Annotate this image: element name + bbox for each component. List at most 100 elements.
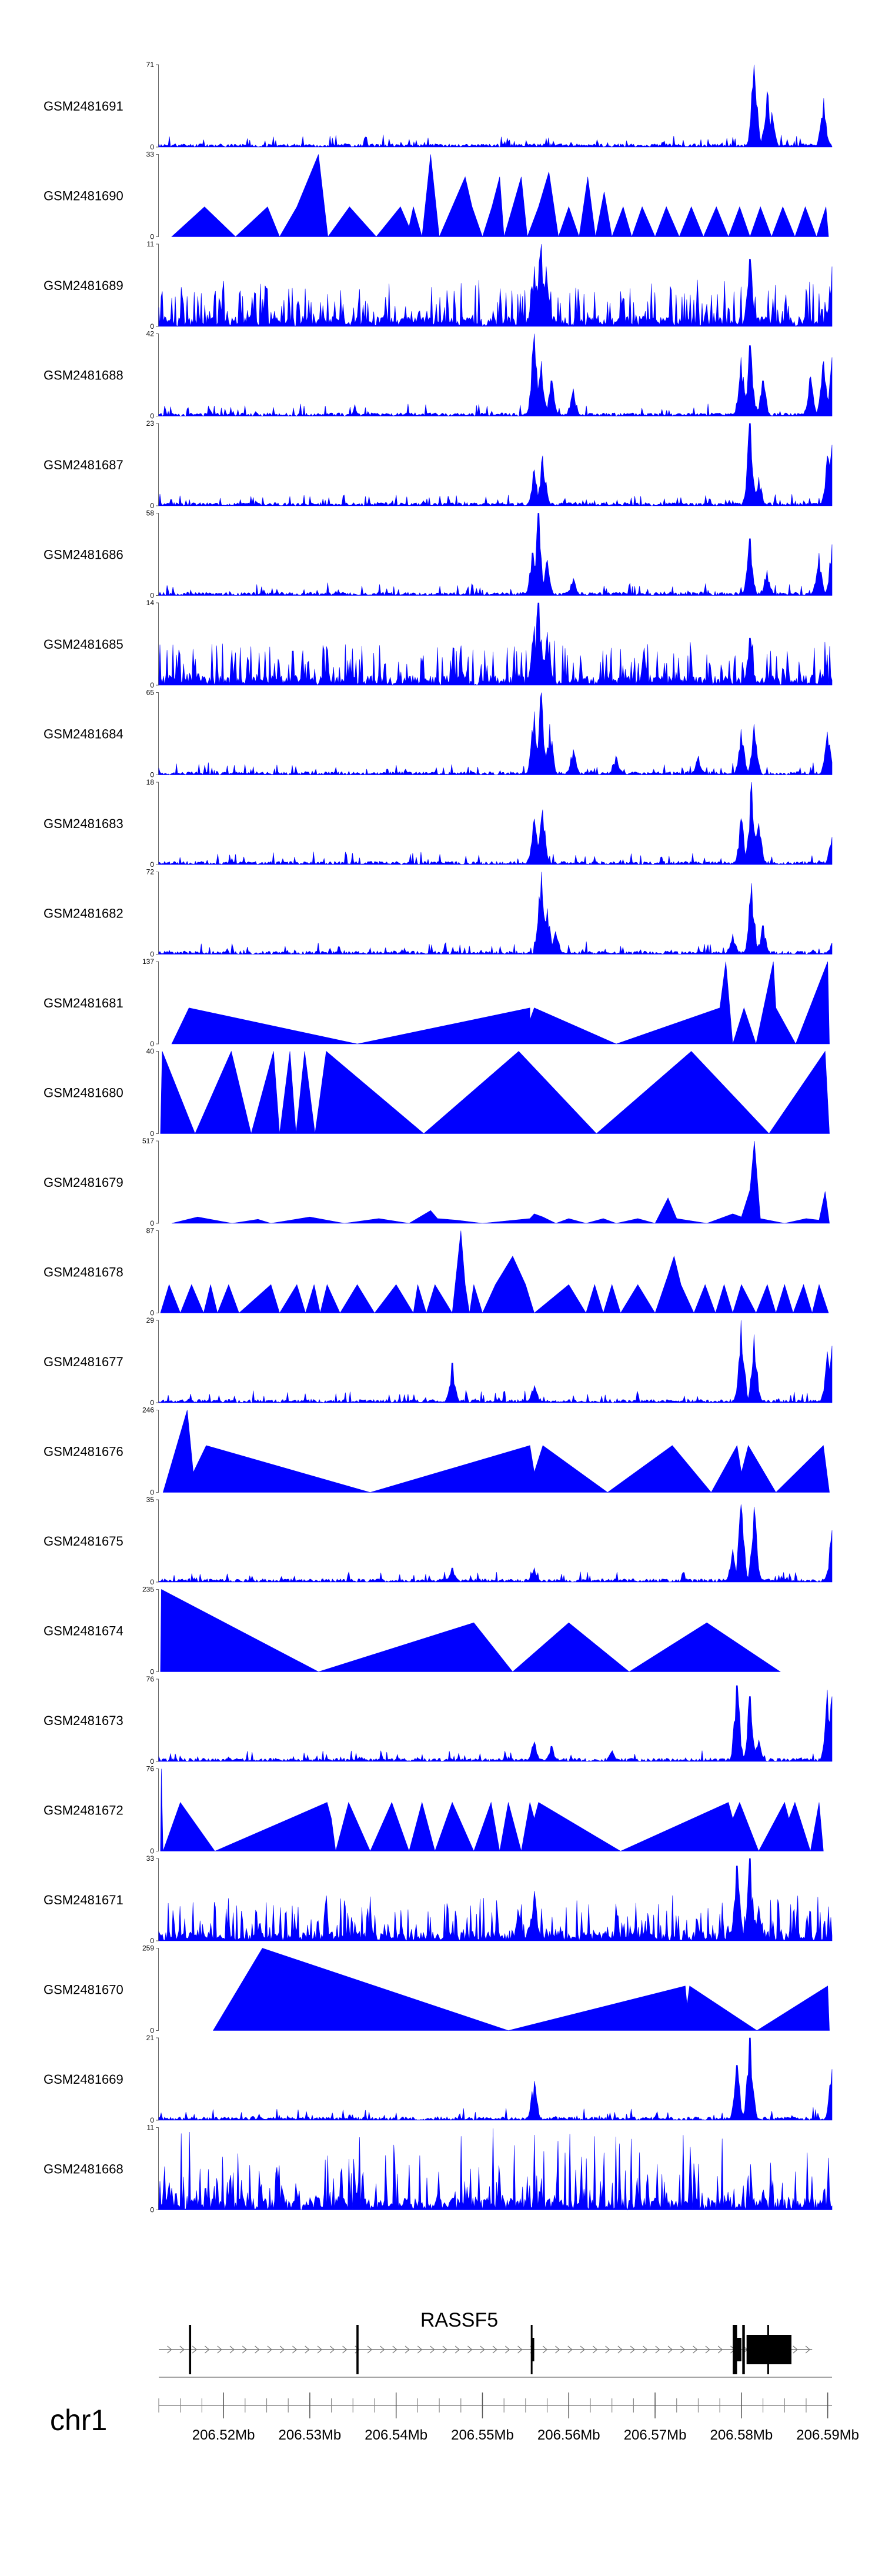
strand-arrow-icon (793, 2345, 798, 2354)
track-GSM2481680: GSM2481680 40 0 (44, 1047, 830, 1138)
track-GSM2481683: GSM2481683 18 0 (44, 778, 833, 869)
strand-arrow-icon (805, 2345, 811, 2354)
coverage-area (160, 1230, 829, 1314)
track-GSM2481675: GSM2481675 35 0 (44, 1496, 833, 1586)
y-tick-label-min: 0 (150, 860, 154, 869)
track-label: GSM2481683 (44, 816, 123, 831)
coverage-area (212, 1948, 830, 2031)
coverage-tracks: GSM2481691710GSM2481690330GSM2481689110G… (44, 61, 833, 2214)
strand-arrow-icon (580, 2345, 585, 2354)
y-tick-label-min: 0 (150, 1578, 154, 1586)
track-label: GSM2481679 (44, 1175, 123, 1190)
axis-tick-label: 206.54Mb (365, 2427, 427, 2443)
track-GSM2481673: GSM2481673 76 0 (44, 1675, 833, 1766)
track-label: GSM2481687 (44, 458, 123, 472)
axis-tick-label: 206.58Mb (710, 2427, 773, 2443)
y-tick-label-min: 0 (150, 771, 154, 779)
strand-arrow-icon (605, 2345, 610, 2354)
exon-block (767, 2325, 769, 2374)
coverage-area (158, 1858, 833, 1941)
gene-model: RASSF5 (159, 2309, 813, 2374)
y-tick-label-max: 18 (146, 778, 155, 786)
track-GSM2481674: GSM2481674 235 0 (44, 1586, 781, 1676)
y-tick-label-max: 29 (146, 1316, 155, 1324)
track-label: GSM2481689 (44, 278, 123, 293)
coverage-area (171, 1140, 830, 1224)
track-GSM2481690: GSM2481690 33 0 (44, 151, 829, 241)
coverage-area (171, 154, 829, 238)
coverage-area (158, 333, 833, 417)
gene-name-label: RASSF5 (420, 2309, 498, 2331)
strand-arrow-icon (179, 2345, 185, 2354)
strand-arrow-icon (380, 2345, 385, 2354)
coverage-area (158, 243, 833, 327)
coverage-area (158, 692, 833, 776)
track-label: GSM2481673 (44, 1713, 123, 1728)
y-tick-label-max: 72 (146, 868, 155, 876)
y-tick-label-max: 11 (147, 240, 155, 248)
exon-block (733, 2325, 737, 2374)
strand-arrow-icon (279, 2345, 285, 2354)
strand-arrow-icon (617, 2345, 623, 2354)
strand-arrow-icon (480, 2345, 485, 2354)
track-label: GSM2481681 (44, 996, 123, 1010)
track-GSM2481668: GSM2481668 11 0 (44, 2124, 833, 2214)
track-label: GSM2481684 (44, 727, 123, 742)
strand-arrow-icon (505, 2345, 510, 2354)
y-tick-label-min: 0 (150, 681, 154, 689)
exon-block (742, 2325, 745, 2374)
track-GSM2481676: GSM2481676 246 0 (44, 1406, 830, 1497)
track-label: GSM2481674 (44, 1624, 123, 1639)
strand-arrow-icon (317, 2345, 322, 2354)
strand-arrow-icon (630, 2345, 636, 2354)
track-label: GSM2481677 (44, 1354, 123, 1369)
strand-arrow-icon (342, 2345, 348, 2354)
coverage-area (171, 961, 830, 1045)
strand-arrow-icon (655, 2345, 660, 2354)
y-tick-label-min: 0 (150, 592, 154, 600)
track-label: GSM2481676 (44, 1444, 123, 1459)
y-tick-label-max: 40 (146, 1047, 155, 1056)
strand-arrow-icon (717, 2345, 723, 2354)
y-tick-label-min: 0 (150, 1130, 154, 1138)
y-tick-label-max: 246 (142, 1406, 154, 1414)
y-tick-label-min: 0 (150, 1219, 154, 1227)
axis-tick-label: 206.52Mb (192, 2427, 255, 2443)
coverage-area (158, 2128, 833, 2211)
y-tick-label-min: 0 (150, 2027, 154, 2035)
y-tick-label-min: 0 (150, 1489, 154, 1497)
track-label: GSM2481680 (44, 1086, 123, 1100)
strand-arrow-icon (267, 2345, 272, 2354)
track-label: GSM2481671 (44, 1893, 123, 1907)
strand-arrow-icon (405, 2345, 410, 2354)
strand-arrow-icon (680, 2345, 686, 2354)
coverage-area (160, 1050, 830, 1134)
y-tick-label-max: 235 (142, 1586, 154, 1594)
y-tick-label-max: 35 (146, 1496, 155, 1504)
y-tick-label-max: 71 (146, 61, 155, 69)
strand-arrow-icon (242, 2345, 248, 2354)
y-tick-label-min: 0 (150, 1040, 154, 1048)
track-GSM2481670: GSM2481670 259 0 (44, 1944, 830, 2035)
axis-tick-label: 206.53Mb (279, 2427, 342, 2443)
track-GSM2481677: GSM2481677 29 0 (44, 1316, 833, 1407)
y-tick-label-max: 11 (147, 2124, 155, 2132)
strand-arrow-icon (667, 2345, 673, 2354)
exon-block (356, 2325, 359, 2374)
exon-block (189, 2325, 192, 2374)
chromosome-label: chr1 (50, 2404, 107, 2437)
strand-arrow-icon (417, 2345, 423, 2354)
track-label: GSM2481675 (44, 1534, 123, 1549)
strand-arrow-icon (442, 2345, 447, 2354)
strand-arrow-icon (705, 2345, 710, 2354)
genome-axis: chr1 206.52Mb 206.53Mb 206.54Mb 206.55Mb 206… (50, 2377, 859, 2443)
strand-arrow-icon (592, 2345, 598, 2354)
y-tick-label-max: 137 (142, 957, 154, 966)
y-tick-label-max: 23 (146, 419, 155, 428)
track-label: GSM2481669 (44, 2072, 123, 2087)
track-GSM2481679: GSM2481679 517 0 (44, 1137, 830, 1227)
coverage-area (158, 872, 833, 955)
coverage-area (160, 1589, 781, 1672)
track-label: GSM2481678 (44, 1265, 123, 1280)
y-tick-label-min: 0 (150, 233, 154, 241)
